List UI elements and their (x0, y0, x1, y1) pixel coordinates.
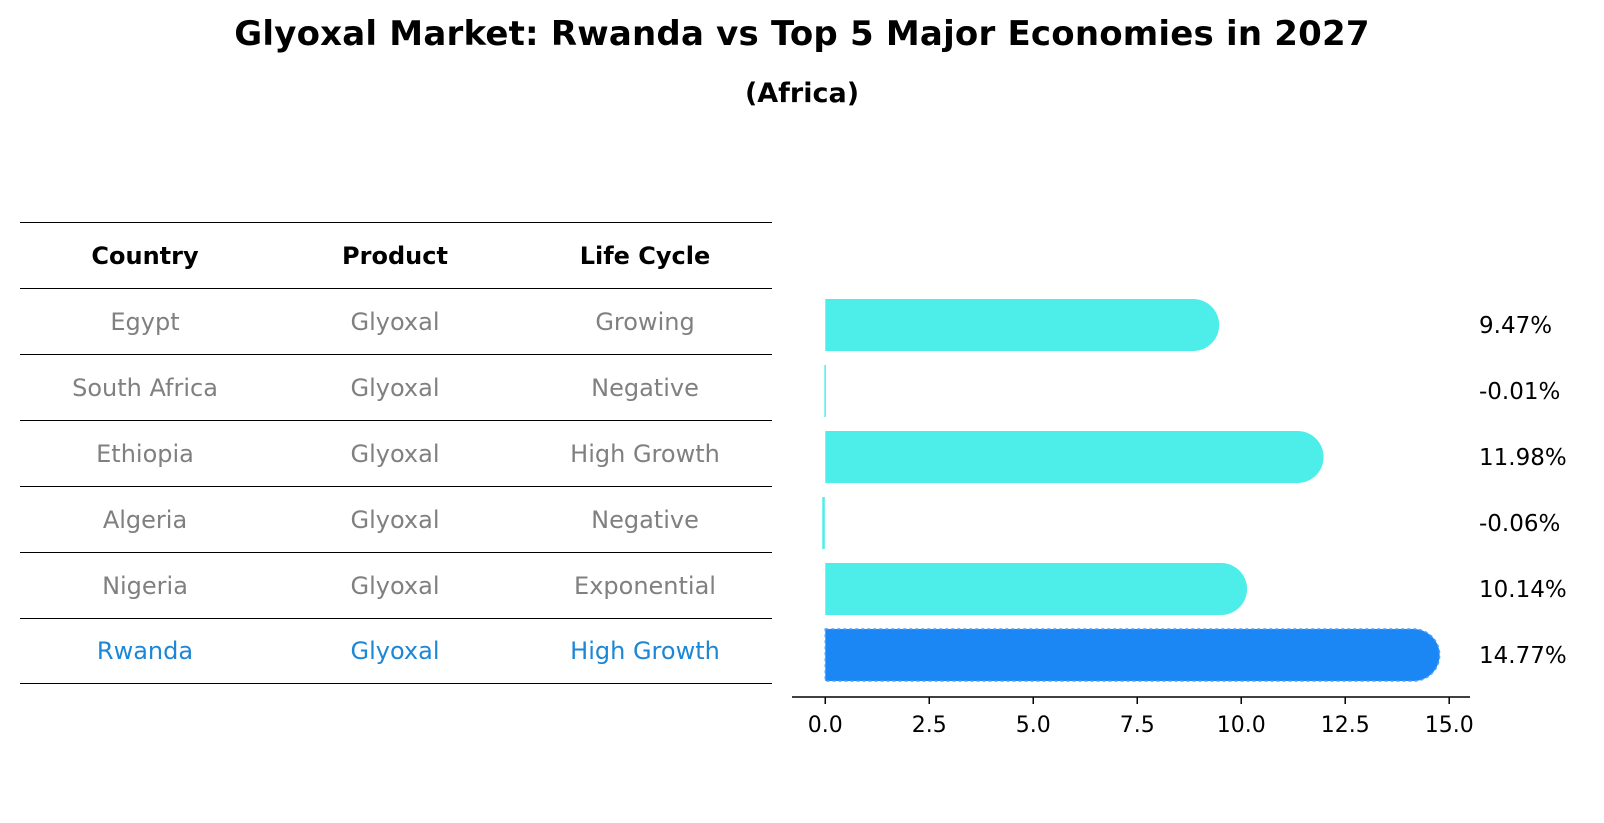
cell-life-cycle: High Growth (570, 637, 720, 665)
table-row: South Africa Glyoxal Negative (20, 354, 772, 420)
value-label: 11.98% (1479, 445, 1567, 471)
cell-product: Glyoxal (350, 439, 440, 468)
x-tick-label: 0.0 (808, 713, 843, 738)
cell-life-cycle: Negative (591, 373, 699, 402)
table-row: Ethiopia Glyoxal High Growth (20, 420, 772, 486)
bar-ethiopia (825, 431, 1324, 483)
cell-country: Ethiopia (96, 439, 194, 468)
cell-country: Nigeria (102, 571, 188, 600)
bar-rwanda (824, 628, 1441, 682)
bar-egypt (825, 299, 1220, 351)
x-tick-label: 12.5 (1321, 713, 1370, 738)
chart-subtitle: (Africa) (744, 78, 860, 109)
cell-life-cycle: Growing (595, 307, 695, 336)
table-row: Algeria Glyoxal Negative (20, 486, 772, 552)
table-row: Nigeria Glyoxal Exponential (20, 552, 772, 618)
table-row-highlighted: Rwanda Glyoxal High Growth (20, 618, 772, 684)
value-label: 9.47% (1479, 313, 1552, 339)
cell-life-cycle: High Growth (570, 439, 720, 468)
x-tick-label: 10.0 (1217, 713, 1266, 738)
chart-title: Glyoxal Market: Rwanda vs Top 5 Major Ec… (234, 14, 1370, 54)
bar-nigeria (825, 563, 1248, 615)
x-tick-label: 7.5 (1120, 713, 1155, 738)
bar-south-africa (824, 365, 826, 417)
x-tick-label: 15.0 (1425, 713, 1474, 738)
bar-algeria (822, 497, 825, 549)
cell-product: Glyoxal (350, 637, 440, 665)
cell-life-cycle: Negative (591, 505, 699, 534)
value-label: -0.06% (1479, 511, 1560, 537)
data-table: Country Product Life Cycle Egypt Glyoxal… (20, 222, 772, 684)
cell-country: Egypt (110, 307, 180, 336)
value-label: 14.77% (1479, 643, 1567, 669)
x-tick-label: 2.5 (912, 713, 947, 738)
table-header-row: Country Product Life Cycle (20, 222, 772, 288)
cell-product: Glyoxal (350, 505, 440, 534)
value-label: -0.01% (1479, 379, 1560, 405)
cell-country: Algeria (102, 505, 188, 534)
table-row: Egypt Glyoxal Growing (20, 288, 772, 354)
value-label: 10.14% (1479, 577, 1567, 603)
header-country: Country (91, 241, 199, 270)
cell-product: Glyoxal (350, 373, 440, 402)
cell-country: South Africa (72, 373, 218, 402)
header-product: Product (342, 241, 448, 270)
header-life-cycle: Life Cycle (579, 241, 711, 270)
x-tick-label: 5.0 (1016, 713, 1051, 738)
cell-life-cycle: Exponential (574, 571, 716, 600)
cell-product: Glyoxal (350, 307, 440, 336)
cell-country: Rwanda (96, 637, 194, 665)
cell-product: Glyoxal (350, 571, 440, 600)
